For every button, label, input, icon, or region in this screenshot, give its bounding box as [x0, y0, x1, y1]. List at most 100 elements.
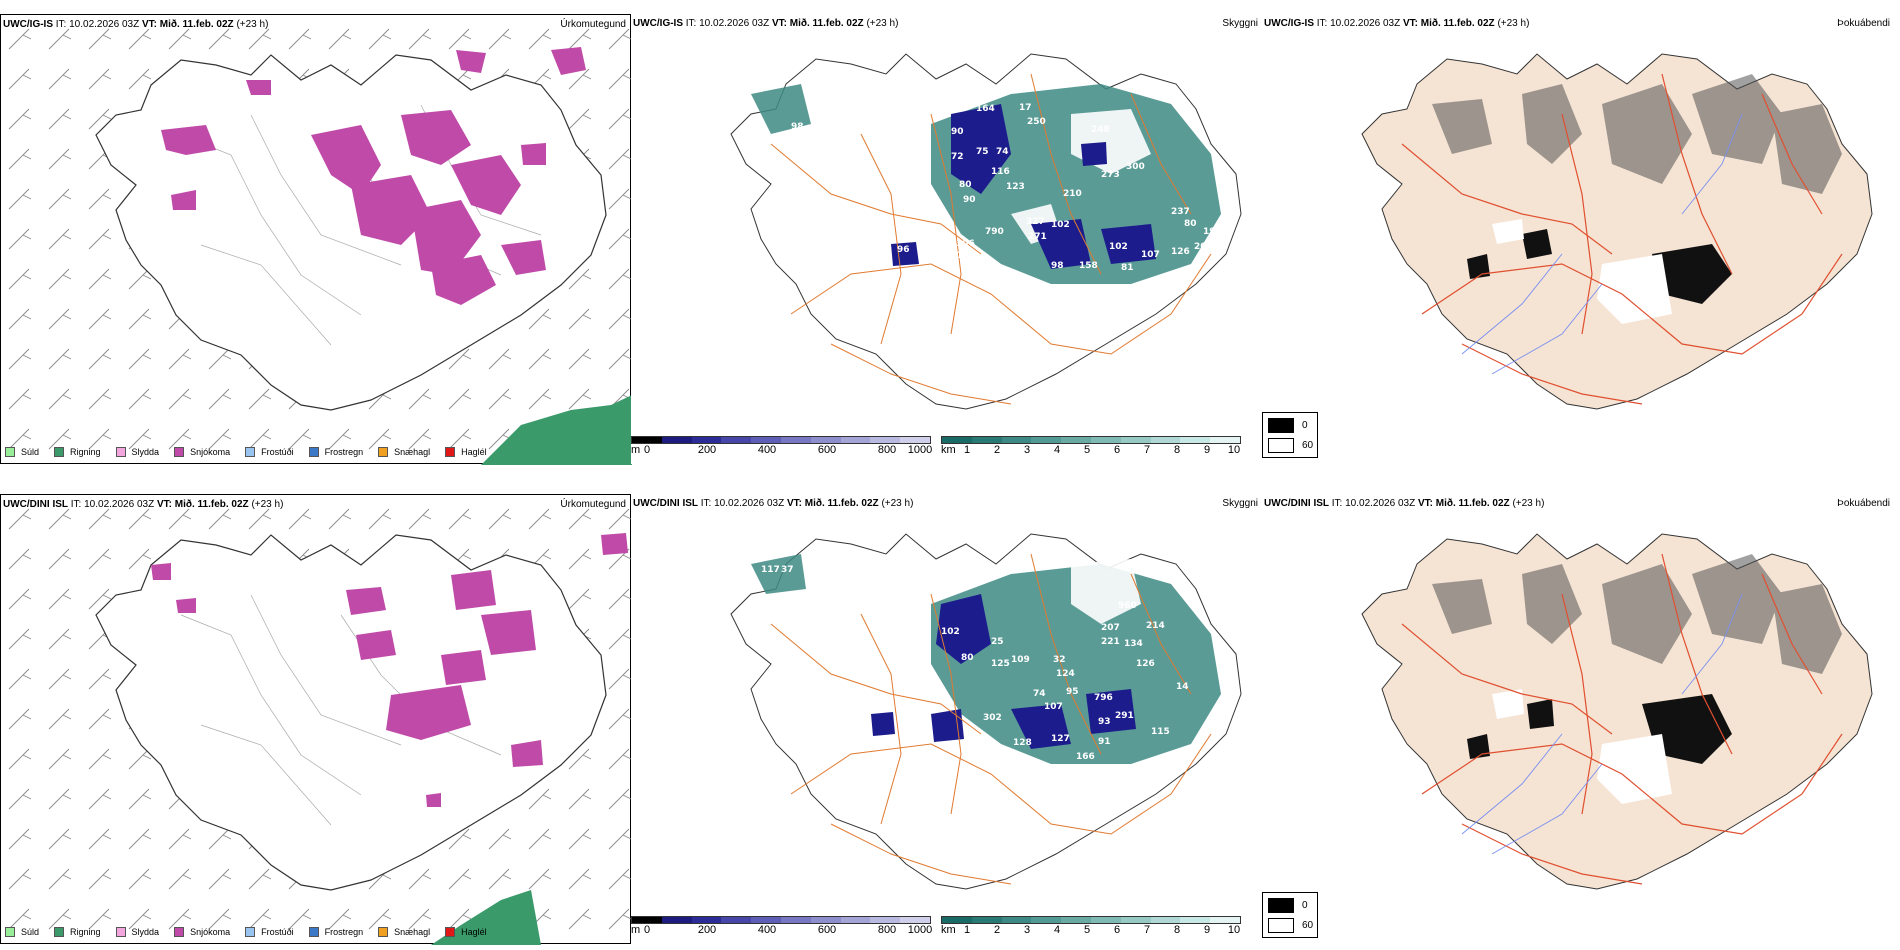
legend-item: Frostregn: [308, 927, 363, 937]
scale-tick: 5: [1083, 444, 1091, 456]
vis-value: 790: [985, 227, 1004, 237]
scale-tick: 7: [1143, 444, 1151, 456]
vis-value: 123: [1006, 182, 1025, 192]
scale-segment: [971, 917, 1002, 923]
scale-segment: [1210, 917, 1240, 923]
vis-value: 96: [897, 245, 910, 255]
vis-value: 302: [983, 713, 1002, 723]
scale-tick: 800: [877, 444, 897, 456]
vis-value: 102: [941, 627, 960, 637]
color-scales: m 0 200 400 600 800 1000 km 1 2 3 4 5 6 …: [631, 436, 1241, 470]
vis-value: 128: [1013, 738, 1032, 748]
vis-value: 80: [959, 180, 972, 190]
scale-tick: 400: [757, 444, 777, 456]
panel-header: UWC/DINI ISL IT: 10.02.2026 03Z VT: Mið.…: [1264, 498, 1544, 509]
scale-tick: 7: [1143, 924, 1151, 936]
vt-value: Mið. 11.feb. 02Z: [804, 498, 879, 509]
vis-value: 214: [1146, 621, 1165, 631]
scale-segment: [942, 917, 972, 923]
it-label: IT:: [1331, 498, 1343, 509]
fog-panel-row2: UWC/DINI ISL IT: 10.02.2026 03Z VT: Mið.…: [1262, 494, 1900, 944]
model-name: UWC/DINI ISL: [1264, 498, 1329, 509]
dense-fog-areas: [1467, 229, 1732, 304]
legend-label: Rigning: [70, 927, 101, 937]
legend-swatch: [245, 447, 256, 457]
color-scales: m 0 200 400 600 800 1000 km 1 2 3 4 5 6 …: [631, 916, 1241, 950]
scale-segment: [1090, 437, 1121, 443]
vis-value: 125: [991, 659, 1010, 669]
vis-value: 124: [1056, 669, 1075, 679]
vis-value: 271: [1028, 232, 1047, 242]
vis-value: 327: [1026, 217, 1045, 227]
scale-segment: [1061, 437, 1091, 443]
legend-label: Haglél: [461, 447, 487, 457]
low-cloud-base-areas: [891, 104, 1156, 269]
vis-value: 14: [1176, 682, 1189, 692]
ice-cap-areas: [1492, 219, 1672, 324]
scale-tick: 600: [817, 444, 837, 456]
visibility-panel-row1: 98 164 17 250 248 90 72 75 74 300 80 116…: [631, 14, 1262, 464]
vis-value: 210: [1063, 189, 1082, 199]
scale-segment: [840, 917, 871, 923]
vis-value: 37: [781, 565, 794, 575]
scale-segment: [1120, 917, 1151, 923]
vis-value: 205: [1194, 242, 1213, 252]
legend-swatch: [445, 927, 456, 937]
scale-tick: 1000: [907, 924, 933, 936]
legend-label: Slydda: [131, 927, 160, 937]
vis-value: 106: [956, 239, 975, 249]
scale-tick: 800: [877, 924, 897, 936]
vis-value: 158: [1079, 261, 1098, 271]
legend-swatch: [245, 927, 256, 937]
legend-item: Snæhagl: [378, 927, 430, 937]
vis-value: 98: [1051, 261, 1064, 271]
legend-item: Rigning: [54, 927, 101, 937]
scale-unit: m: [631, 444, 641, 456]
legend-item: Snjókoma: [174, 447, 230, 457]
scale-segment: [691, 917, 722, 923]
scale-segment: [632, 437, 662, 443]
lead-time: (+23 h): [1497, 18, 1530, 29]
vis-value: 126: [1136, 659, 1155, 669]
scale-segment: [1031, 917, 1062, 923]
scale-segment: [1001, 917, 1032, 923]
model-name: UWC/DINI ISL: [3, 499, 68, 510]
fog-legend: 0 60: [1262, 412, 1318, 458]
scale-segment: [1090, 917, 1121, 923]
scale-tick: 3: [1023, 924, 1031, 936]
fog-shading: [1432, 74, 1842, 194]
legend-swatch: [174, 447, 185, 457]
vt-value: Mið. 11.feb. 02Z: [789, 18, 864, 29]
scale-segment: [632, 917, 662, 923]
scale-tick: 8: [1173, 924, 1181, 936]
legend-swatch: [1268, 418, 1294, 433]
it-value: 10.02.2026 03Z: [714, 498, 785, 509]
scale-segment: [1061, 917, 1091, 923]
scale-tick: 400: [757, 924, 777, 936]
legend-item: Súld: [5, 927, 39, 937]
it-label: IT:: [55, 19, 67, 30]
scale-tick: 9: [1203, 924, 1211, 936]
scale-tick: 10: [1227, 444, 1241, 456]
vis-value: 17: [1019, 103, 1032, 113]
it-value: 10.02.2026 03Z: [1330, 18, 1401, 29]
vis-value: 134: [1124, 639, 1143, 649]
scale-tick: 4: [1053, 444, 1061, 456]
it-value: 10.02.2026 03Z: [1345, 498, 1416, 509]
it-value: 10.02.2026 03Z: [699, 18, 770, 29]
scale-segment: [840, 437, 871, 443]
legend-swatch: [174, 927, 185, 937]
precip-map-row1: [1, 15, 632, 465]
it-label: IT:: [685, 18, 697, 29]
legend-label: Frostregn: [324, 447, 364, 457]
road-network: [1401, 553, 1843, 885]
snow-areas: [161, 47, 586, 305]
vis-value: 300: [1126, 162, 1145, 172]
legend-swatch: [5, 927, 15, 937]
precip-panel-row2: UWC/DINI ISL IT: 10.02.2026 03Z VT: Mið.…: [0, 494, 632, 945]
fog-shading: [1432, 554, 1842, 674]
vis-value: 126: [1171, 247, 1190, 257]
vis-value: 107: [1044, 702, 1063, 712]
vis-value: 81: [1121, 263, 1134, 273]
scale-unit: km: [941, 444, 956, 456]
